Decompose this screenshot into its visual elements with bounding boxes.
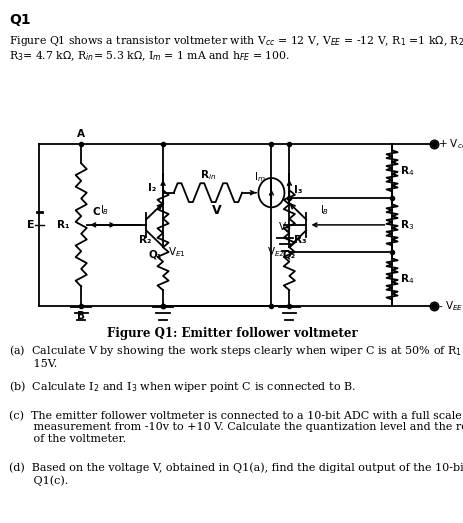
Text: V$_p$: V$_p$ xyxy=(278,221,291,235)
Text: + V$_{cc}$: + V$_{cc}$ xyxy=(437,137,463,151)
Text: R$_4$: R$_4$ xyxy=(400,272,414,286)
Text: (d)  Based on the voltage V, obtained in Q1(a), find the digital output of the 1: (d) Based on the voltage V, obtained in … xyxy=(9,463,463,486)
Text: R₂: R₂ xyxy=(138,235,151,245)
Text: Q₂: Q₂ xyxy=(282,249,295,259)
Text: Q1: Q1 xyxy=(9,13,31,27)
Text: (b)  Calculate I$_2$ and I$_3$ when wiper point C is connected to B.: (b) Calculate I$_2$ and I$_3$ when wiper… xyxy=(9,379,356,394)
Text: B: B xyxy=(77,311,85,321)
Text: I₂: I₂ xyxy=(147,184,156,194)
Text: A: A xyxy=(77,129,85,139)
Text: R₃: R₃ xyxy=(294,235,306,245)
Text: R$_{in}$: R$_{in}$ xyxy=(200,168,216,182)
Text: (c)  The emitter follower voltmeter is connected to a 10-bit ADC with a full sca: (c) The emitter follower voltmeter is co… xyxy=(9,411,463,444)
Text: R₁: R₁ xyxy=(57,220,69,230)
Text: I₃: I₃ xyxy=(294,185,302,195)
Text: R$_3$= 4.7 k$\Omega$, R$_{in}$= 5.3 k$\Omega$, I$_m$ = 1 mA and h$_{FE}$ = 100.: R$_3$= 4.7 k$\Omega$, R$_{in}$= 5.3 k$\O… xyxy=(9,50,290,63)
Text: Figure Q1 shows a transistor voltmeter with V$_{cc}$ = 12 V, V$_{EE}$ = -12 V, R: Figure Q1 shows a transistor voltmeter w… xyxy=(9,34,463,48)
Text: V$_{E2}$: V$_{E2}$ xyxy=(267,245,284,259)
Text: I$_m$: I$_m$ xyxy=(253,170,265,184)
Text: (a)  Calculate V by showing the work steps clearly when wiper C is at 50% of R$_: (a) Calculate V by showing the work step… xyxy=(9,343,463,369)
Text: - V$_{EE}$: - V$_{EE}$ xyxy=(437,299,462,313)
Text: R$_3$: R$_3$ xyxy=(400,218,414,232)
Text: E: E xyxy=(27,220,35,230)
Text: V: V xyxy=(212,204,222,218)
Text: Figure Q1: Emitter follower voltmeter: Figure Q1: Emitter follower voltmeter xyxy=(106,327,357,340)
Text: V$_{E1}$: V$_{E1}$ xyxy=(167,245,185,259)
Text: C: C xyxy=(93,207,100,217)
Text: I$_B$: I$_B$ xyxy=(100,203,109,217)
Text: R$_4$: R$_4$ xyxy=(400,164,414,178)
Text: I$_B$: I$_B$ xyxy=(319,203,329,217)
Text: Q₁: Q₁ xyxy=(148,249,162,259)
